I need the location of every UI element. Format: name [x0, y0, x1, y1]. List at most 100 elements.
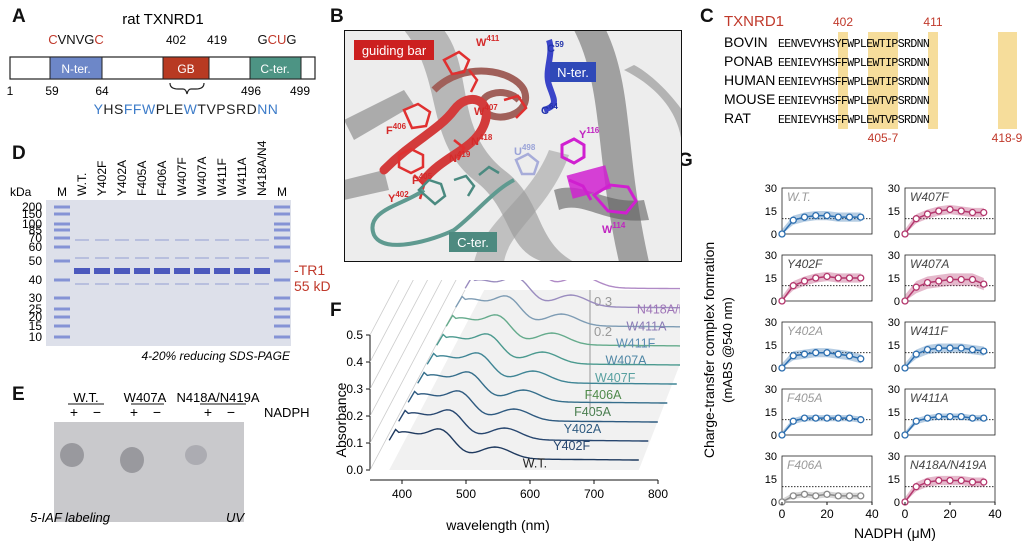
subplot-y-tick: 15	[765, 474, 777, 486]
data-point	[901, 297, 909, 305]
nadph-sign: −	[93, 404, 101, 420]
g-subplot: 0 15 30 W411F	[888, 317, 996, 375]
spectra-depth-grid	[369, 280, 443, 417]
seq-segment: C	[48, 32, 57, 47]
marker-band	[54, 222, 70, 226]
data-point	[912, 417, 920, 425]
faint-band	[95, 257, 109, 259]
subplot-y-tick: 15	[888, 273, 900, 285]
gb-label: GB	[177, 62, 194, 76]
residue-label: F405	[412, 172, 433, 187]
marker-band	[54, 315, 70, 319]
data-point	[923, 345, 932, 354]
faint-band	[115, 239, 129, 241]
marker-band	[274, 236, 290, 240]
data-point	[834, 213, 842, 221]
subplot-frame	[781, 388, 873, 436]
faint-band	[235, 257, 249, 259]
subplot-y-tick: 15	[888, 407, 900, 419]
panel-label-f: F	[330, 300, 342, 321]
spectrum-label: W411F	[616, 337, 656, 351]
residue-1-number: 1	[7, 84, 14, 98]
g-y-label-line1: Charge-transfer complex fomration	[701, 242, 717, 458]
spectra-y-tick-label: 0.1	[346, 436, 363, 450]
marker-band	[54, 278, 70, 282]
data-point	[980, 414, 988, 422]
lane-label: W407F	[175, 157, 189, 196]
panel-label-d: D	[12, 143, 26, 164]
data-point	[946, 476, 954, 485]
subplot-title: Y402A	[787, 324, 823, 338]
data-point	[946, 412, 954, 421]
faint-band	[95, 283, 109, 285]
panel-a-title: rat TXNRD1	[122, 11, 203, 28]
data-point	[845, 352, 854, 360]
species-sequence: EENIEVYHSFFWPLEWTVPSRDNN	[778, 95, 929, 108]
faint-band	[235, 283, 249, 285]
data-point	[935, 344, 943, 352]
data-point	[946, 205, 954, 214]
faint-band	[215, 239, 229, 241]
n-ter-label-box	[550, 62, 596, 82]
marker-size-label: 20	[29, 310, 43, 324]
species-sequence: EENIEVYHSFFWPLEWTVPSRDNN	[778, 114, 929, 127]
data-point	[800, 414, 809, 422]
labeling-image	[54, 422, 244, 522]
spectra-depth-grid	[369, 280, 400, 336]
residue-label: W407	[474, 103, 498, 118]
data-point	[857, 355, 865, 363]
data-point	[912, 350, 920, 358]
seq-segment: VNVG	[58, 32, 95, 47]
data-point	[789, 492, 797, 500]
residue-label: N419	[449, 150, 471, 165]
spectra-x-tick-label: 400	[392, 487, 412, 501]
data-point	[968, 208, 977, 217]
panel-g-charge-transfer: Charge-transfer complex fomration (mABS …	[701, 183, 1002, 541]
lane-label: Y402F	[95, 161, 109, 196]
data-point	[823, 211, 831, 220]
data-point	[812, 211, 820, 220]
marker-band	[274, 259, 290, 263]
panel-c-alignment: TXNRD1 402 411 BOVIN EENVEVYHSYFWPLEWTIPS…	[724, 13, 1022, 145]
gb-end-number: 419	[207, 33, 227, 47]
spectrum-label: F405A	[574, 405, 611, 419]
spectrum-label: W407A	[606, 354, 648, 368]
marker-band	[54, 245, 70, 249]
data-point	[800, 277, 809, 285]
g-subplot: 0 15 30 W.T.	[765, 183, 873, 241]
subplot-y-tick: 30	[765, 183, 777, 195]
data-point	[800, 490, 809, 498]
spectra-y-tick-label: 0.4	[346, 355, 363, 369]
gb-start-number: 402	[166, 33, 186, 47]
residue-label: Y116	[579, 126, 600, 141]
position-418-9-label: 418-9	[992, 131, 1022, 145]
data-point	[789, 417, 797, 425]
subplot-title: W.T.	[787, 190, 811, 204]
tr1-band	[134, 268, 150, 274]
data-point	[789, 282, 797, 290]
grey-helix-4	[624, 65, 682, 150]
spectrum-label: W407F	[595, 371, 636, 385]
marker-size-label: 25	[29, 302, 43, 316]
spectrum-curve	[417, 371, 668, 404]
subplot-x-tick-label: 20	[943, 507, 957, 521]
spectra-x-tick-label: 800	[648, 487, 668, 501]
marker-size-label: 150	[22, 207, 42, 221]
spectrum-curve	[464, 280, 680, 309]
spectrum-label: W411A	[626, 320, 667, 334]
subplot-title: N418A/N419A	[910, 458, 987, 472]
data-point	[935, 476, 943, 485]
seq-segment: W	[184, 101, 198, 117]
tr1-band	[254, 268, 270, 274]
data-point	[834, 414, 842, 422]
c-ter-label-box	[449, 232, 497, 252]
spectrum-curve	[426, 352, 677, 385]
residue-label: C59	[547, 40, 564, 55]
tr1-band	[174, 268, 190, 274]
species-name: PONAB	[724, 53, 773, 69]
guiding-bar-sequence: YHSFFWPLEWTVPSRDNN	[94, 101, 279, 117]
faint-band	[135, 283, 149, 285]
marker-band	[274, 315, 290, 319]
n-terminal-label: N-ter.	[61, 62, 90, 76]
tr1-band	[194, 268, 210, 274]
